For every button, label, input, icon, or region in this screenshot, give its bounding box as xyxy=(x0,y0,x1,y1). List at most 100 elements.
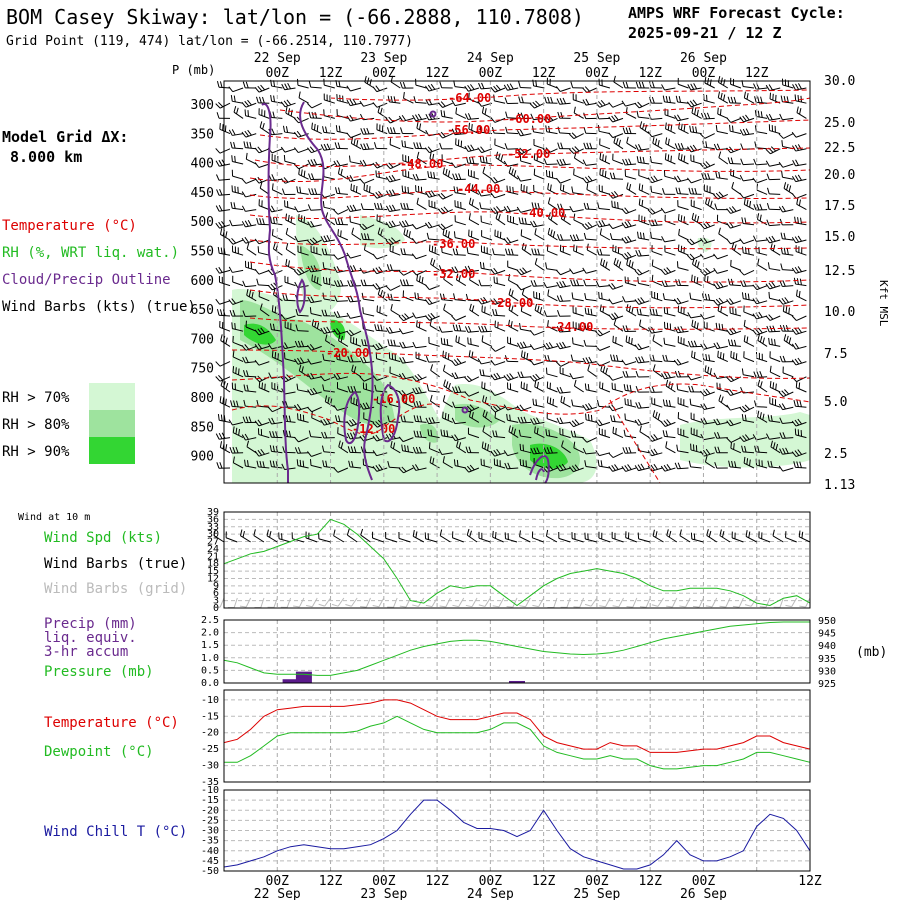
cross-section-barb-flag xyxy=(696,322,699,329)
cross-section-barb-flag xyxy=(650,185,653,193)
cross-section-barb-flag xyxy=(621,237,626,244)
cross-section-barb-flag xyxy=(535,399,538,406)
cross-section-barb-flag xyxy=(296,186,299,193)
cross-section-barb xyxy=(625,102,637,107)
cross-section-barb-flag xyxy=(747,293,750,300)
cross-section-barb-flag xyxy=(625,325,629,332)
cross-section-barb xyxy=(796,112,807,119)
cross-section-barb xyxy=(560,178,571,184)
cross-section-barb-flag xyxy=(576,279,580,286)
cross-section-barb-flag xyxy=(667,138,670,146)
cross-section-frame xyxy=(223,80,811,484)
cross-section-barb xyxy=(376,220,388,226)
cross-section-barb-flag xyxy=(453,459,456,466)
cross-section-barb-flag xyxy=(636,308,639,315)
cross-section-barb-flag xyxy=(402,341,406,348)
cross-section-barb xyxy=(560,189,571,195)
legend-rh80-swatch xyxy=(89,410,135,437)
cross-section-barb-flag xyxy=(621,359,627,366)
cross-section-barb-flag xyxy=(297,340,302,347)
cross-section-barb-flag xyxy=(316,322,320,329)
cross-section-barb-flag xyxy=(587,308,590,315)
cross-section-barb-flag xyxy=(440,337,443,345)
cross-section-barb-flag xyxy=(454,266,459,273)
cross-section-barb-flag xyxy=(570,81,574,88)
cross-section-barb-flag xyxy=(393,96,396,103)
cross-section-barb xyxy=(363,298,375,302)
cross-section-barb xyxy=(664,239,676,243)
cross-section-barb-flag xyxy=(455,335,458,342)
cross-section-barb-flag xyxy=(424,147,430,153)
cross-section-barb-flag xyxy=(526,353,529,360)
cross-section-barb xyxy=(756,406,768,408)
cross-section-barb xyxy=(285,248,296,256)
cross-section-barb-flag xyxy=(401,114,407,121)
cross-section-barb xyxy=(245,361,257,364)
cross-section-barb-flag xyxy=(768,84,773,91)
cross-section-barb-flag xyxy=(543,158,547,165)
cross-section-barb-flag xyxy=(791,267,797,274)
cross-section-barb-flag xyxy=(674,115,679,122)
cross-section-barb xyxy=(507,388,519,393)
cross-section-barb-flag xyxy=(469,303,472,311)
cross-section-barb-flag xyxy=(653,448,658,455)
cross-section-barb-flag xyxy=(233,202,236,209)
cross-section-barb-flag xyxy=(573,168,575,175)
cross-section-barb-flag xyxy=(799,461,802,468)
cross-section-barb-flag xyxy=(338,353,341,361)
cross-section-barb-flag xyxy=(309,307,312,314)
cross-section-barb-flag xyxy=(650,449,656,456)
cross-section-barb-flag xyxy=(262,96,265,104)
cross-section-barb-flag xyxy=(452,173,456,180)
cross-section-barb-flag xyxy=(703,417,708,424)
cross-section-barb-flag xyxy=(238,429,241,436)
cross-section-barb xyxy=(573,133,584,140)
cross-section-barb-flag xyxy=(796,106,799,113)
cross-section-barb-flag xyxy=(378,171,380,178)
cross-section-barb-flag xyxy=(696,109,699,117)
cross-section-barb xyxy=(442,193,453,200)
cross-section-barb-flag xyxy=(236,400,239,407)
cross-section-barb xyxy=(218,86,231,89)
cross-section-barb-flag xyxy=(556,387,561,394)
cross-section-barb-flag xyxy=(702,162,708,168)
cross-section-barb-flag xyxy=(570,279,574,286)
cross-section-barb xyxy=(769,420,781,423)
cross-section-barb xyxy=(232,328,244,332)
cross-section-barb xyxy=(363,313,375,317)
cross-section-barb-flag xyxy=(412,115,417,122)
surface-wind-barb xyxy=(679,535,691,543)
cross-section-barb-flag xyxy=(496,206,501,212)
cross-section-barb xyxy=(389,421,401,423)
cross-section-barb xyxy=(756,87,768,90)
cross-section-barb-flag xyxy=(653,463,658,470)
cross-section-barb xyxy=(245,437,257,441)
surface-wind-barb xyxy=(745,535,757,543)
cross-section-barb-flag xyxy=(296,268,302,275)
cross-section-barb-flag xyxy=(506,205,511,212)
cross-section-barb-flag xyxy=(216,112,220,119)
cross-section-barb xyxy=(718,157,729,165)
cross-section-barb xyxy=(494,300,506,305)
cross-section-barb xyxy=(508,309,519,317)
cross-section-barb-flag xyxy=(403,228,406,235)
cross-section-barb xyxy=(546,285,558,289)
cross-section-barb xyxy=(245,178,257,184)
cross-section-barb xyxy=(599,144,611,150)
cross-section-barb-flag xyxy=(583,112,587,119)
cross-section-barb-flag xyxy=(688,187,692,195)
cross-section-barb xyxy=(297,209,309,213)
cross-section-barb-flag xyxy=(503,206,508,213)
cross-section-barb-flag xyxy=(401,140,404,147)
grid-wind-barb-flag xyxy=(478,604,486,607)
surface-wind-barb xyxy=(706,535,718,543)
cross-section-barb-flag xyxy=(216,81,220,88)
cross-section-barb-flag xyxy=(348,155,351,162)
cross-section-barb-flag xyxy=(442,456,445,463)
cross-section-barb-flag xyxy=(609,172,613,179)
cross-section-barb-flag xyxy=(624,398,626,405)
cross-section-barb xyxy=(455,113,467,119)
cross-section-barb xyxy=(245,326,257,332)
cross-section-barb-flag xyxy=(366,143,370,150)
cross-section-barb xyxy=(677,467,689,470)
